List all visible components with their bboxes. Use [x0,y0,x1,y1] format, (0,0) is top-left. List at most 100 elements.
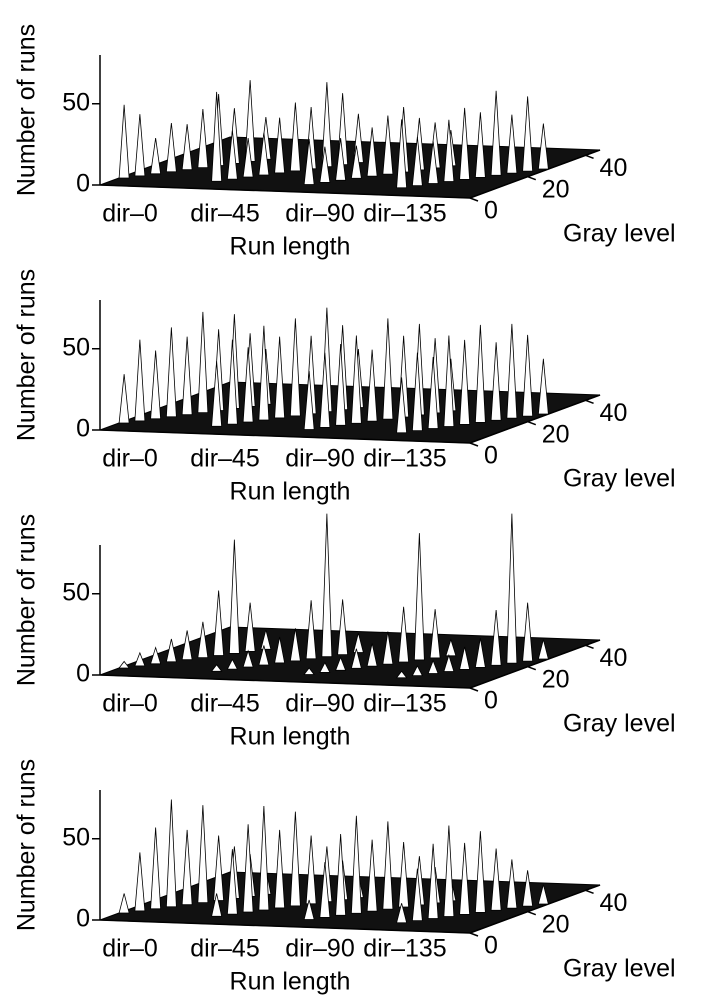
ridge [537,123,549,170]
x-tick-label: dir–0 [102,935,158,963]
y-axis [469,884,601,934]
ridge [522,96,534,172]
y-axis-label: Gray level [563,955,676,983]
panel: 0 50 Number of runs dir–0 dir–45 dir–90 dir–13… [13,513,676,751]
ridge [474,831,486,913]
ridge [134,651,146,667]
ridge [274,829,286,909]
ridge [150,646,162,665]
ridge [213,590,225,656]
ridge [303,370,315,430]
ridge [335,656,347,671]
ridge [382,821,394,910]
ridge [398,606,410,663]
ridge [226,849,238,915]
ridge [165,327,177,418]
x-axis [99,674,471,689]
ridge [396,119,408,189]
ridge [429,609,441,659]
z-tick-label: 0 [76,170,90,198]
y-tick [469,197,479,202]
ridge [181,124,193,171]
ridge [459,107,471,180]
ridge [165,638,177,663]
ridge [490,342,502,421]
ridge [211,361,223,427]
ridge [490,90,502,176]
z-axis-label: Number of runs [13,759,41,931]
ridge [335,344,347,426]
ridge [335,834,347,916]
ridge [443,653,455,672]
ridge [490,609,502,666]
ridge [522,602,534,662]
ridge [459,842,471,915]
ridge [350,145,362,179]
ridge [413,533,425,661]
z-axis-label: Number of runs [13,24,41,196]
ridge [165,799,177,908]
y-tick [585,399,594,405]
ridge [118,893,130,914]
ridge [211,893,223,917]
x-tick-label: dir–45 [190,200,260,228]
ridge [319,661,331,673]
x-axis [99,184,471,199]
ridge [305,600,317,660]
ridge [319,146,331,183]
ridge [459,339,471,425]
ridge [382,631,394,665]
ridge [150,138,162,175]
y-tick-label: 20 [542,665,570,693]
ridge [303,138,315,185]
ridge [197,311,209,413]
ridge [506,114,518,174]
ridge [242,824,254,913]
ridge [474,638,486,668]
ridge [197,109,209,168]
ridge [337,599,349,656]
y-tick [585,644,594,650]
ridge [226,339,238,425]
ridge [258,325,270,421]
y-tick-label: 40 [600,154,628,182]
ridge [165,122,177,173]
ridge [382,115,394,175]
ridge [305,835,317,905]
ridge [181,829,193,906]
y-axis [469,639,601,689]
ridge [242,649,254,668]
x-axis-label: Run length [230,723,351,751]
ridge [411,868,423,922]
z-axis-label: Number of runs [13,514,41,686]
ridge [260,629,272,650]
panel: 0 50 Number of runs dir–0 dir–45 dir–90 dir–13… [13,759,676,996]
ridge [321,513,333,658]
x-tick-label: dir–90 [285,445,355,473]
ridge [289,102,301,172]
y-tick [469,932,479,937]
y-tick [527,665,537,671]
y-tick-label: 40 [600,399,628,427]
y-tick-label: 0 [484,932,498,960]
ridge [396,377,408,434]
ridge [445,638,457,657]
ridge [242,138,254,178]
panel: 0 50 Number of runs dir–0 dir–45 dir–90 dir–13… [13,24,676,261]
x-tick-label: dir–135 [363,690,446,718]
ridge [537,639,549,660]
ridge [411,665,424,677]
ridge [382,318,394,420]
ridge [443,825,455,917]
y-axis [469,149,601,199]
ridge [244,602,256,652]
ridge [289,628,301,662]
ridge [443,119,455,182]
x-tick-label: dir–45 [190,690,260,718]
y-axis-label: Gray level [563,220,676,248]
z-tick-label: 50 [62,578,90,606]
ridge [350,815,362,914]
x-axis [99,919,471,934]
x-tick-label: dir–0 [102,445,158,473]
ridge [396,903,408,924]
